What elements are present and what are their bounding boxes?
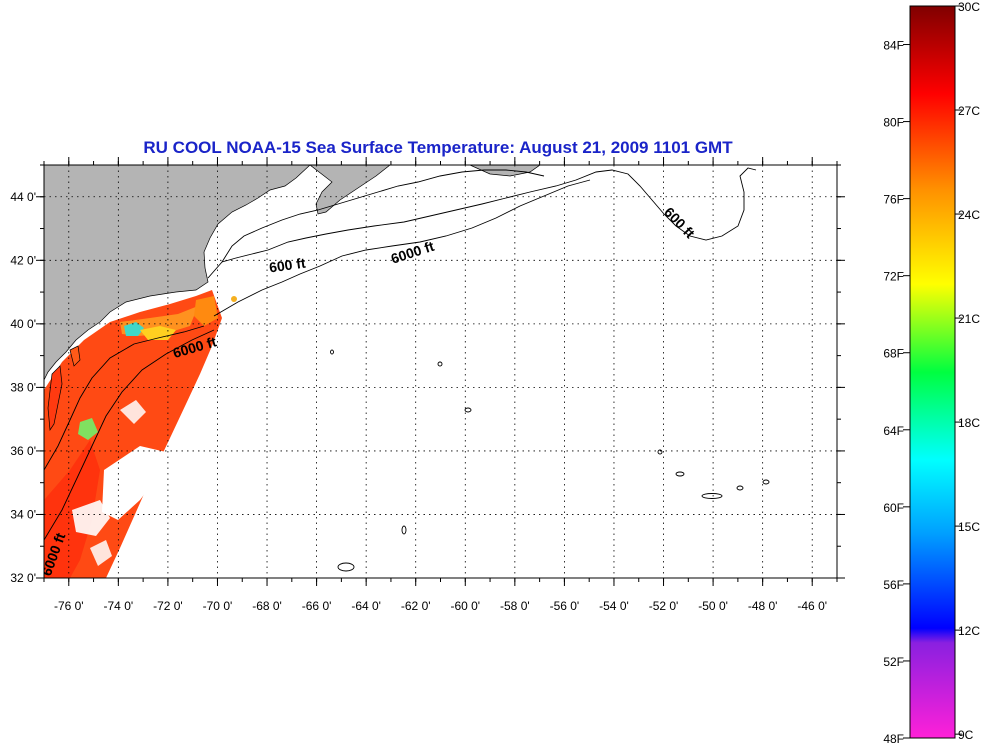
cloud-gap: [90, 540, 112, 566]
colorbar-gradient: [910, 6, 955, 738]
sst-isolated-pixel: [231, 296, 237, 302]
cbar-f-label: 68F: [883, 347, 904, 361]
cloud-gap: [120, 400, 146, 424]
colorbar-celsius-axis: 30C 27C 24C 21C 18C 15C 12C 9C: [955, 0, 980, 742]
lon-tick-label: -52 0': [649, 599, 679, 613]
contour-inner-coast: [221, 169, 545, 263]
contour-6000ft: [213, 179, 591, 317]
cbar-f-label: 76F: [883, 193, 904, 207]
cbar-f-label: 52F: [883, 655, 904, 669]
cbar-c-label: 15C: [958, 520, 980, 534]
cbar-f-label: 64F: [883, 424, 904, 438]
cbar-c-label: 18C: [958, 416, 980, 430]
lon-tick-label: -56 0': [550, 599, 580, 613]
cloud-gap: [72, 500, 110, 536]
lon-tick-label: -62 0': [401, 599, 431, 613]
colorbar: 84F 80F 76F 72F 68F 64F 60F 56F 52F 48F 30C 27C 24C…: [883, 0, 980, 746]
lat-tick-label: 32 0': [10, 571, 36, 585]
contour-label: 600 ft: [268, 255, 307, 276]
land-mass: [44, 165, 311, 381]
lon-tick-label: -64 0': [351, 599, 381, 613]
lon-tick-label: -74 0': [104, 599, 134, 613]
contour-600ft: [207, 167, 757, 279]
cbar-c-label: 27C: [958, 104, 980, 118]
lat-tick-label: 40 0': [10, 317, 36, 331]
cbar-c-label: 30C: [958, 0, 980, 14]
lon-tick-label: -72 0': [153, 599, 183, 613]
lon-tick-label: -70 0': [203, 599, 233, 613]
nova-scotia-land: [309, 165, 391, 215]
cbar-f-label: 48F: [883, 732, 904, 746]
lon-tick-label: -60 0': [450, 599, 480, 613]
lon-axis: -76 0' -74 0' -72 0' -70 0' -68 0' -66 0' -64 …: [43, 157, 838, 613]
cbar-f-label: 72F: [883, 270, 904, 284]
cbar-c-label: 12C: [958, 624, 980, 638]
cbar-c-label: 24C: [958, 208, 980, 222]
contour-6000ft-coast: [44, 329, 215, 541]
lat-axis: 44 0' 42 0' 40 0' 38 0' 36 0' 34 0' 32 0': [10, 164, 845, 585]
cbar-f-label: 56F: [883, 578, 904, 592]
contour-600ft-coast: [44, 325, 205, 471]
lon-tick-label: -50 0': [698, 599, 728, 613]
lon-tick-label: -48 0': [748, 599, 778, 613]
map-title: RU COOL NOAA-15 Sea Surface Temperature:…: [143, 138, 733, 157]
chesapeake-bay: [47, 365, 63, 432]
isobath-contours: [44, 167, 770, 572]
lon-tick-label: -68 0': [252, 599, 282, 613]
lon-tick-label: -76 0': [54, 599, 84, 613]
lat-tick-label: 36 0': [10, 444, 36, 458]
colorbar-frame: [909, 5, 956, 739]
lon-tick-label: -58 0': [500, 599, 530, 613]
cbar-c-label: 21C: [958, 312, 980, 326]
cbar-f-label: 60F: [883, 501, 904, 515]
sst-cool-patch: [124, 322, 144, 336]
cbar-f-label: 80F: [883, 116, 904, 130]
sst-cool-patch: [78, 418, 98, 440]
lat-tick-label: 44 0': [10, 190, 36, 204]
map-panel: 600 ft 6000 ft 6000 ft 600 ft 6000 ft -7…: [10, 157, 845, 613]
lat-tick-label: 38 0': [10, 380, 36, 394]
lat-tick-label: 34 0': [10, 507, 36, 521]
cbar-f-label: 84F: [883, 39, 904, 53]
colorbar-fahrenheit-axis: 84F 80F 76F 72F 68F 64F 60F 56F 52F 48F: [883, 39, 910, 746]
cbar-c-label: 9C: [958, 728, 974, 742]
lon-tick-label: -66 0': [302, 599, 332, 613]
sst-cool-patch: [140, 326, 176, 340]
delaware-bay: [69, 345, 81, 367]
lat-tick-label: 42 0': [10, 253, 36, 267]
sst-swath-warm-core: [44, 440, 100, 578]
newfoundland-land: [469, 165, 541, 177]
lon-tick-label: -54 0': [599, 599, 629, 613]
sst-warm-patch: [194, 296, 218, 326]
lon-tick-label: -46 0': [797, 599, 827, 613]
